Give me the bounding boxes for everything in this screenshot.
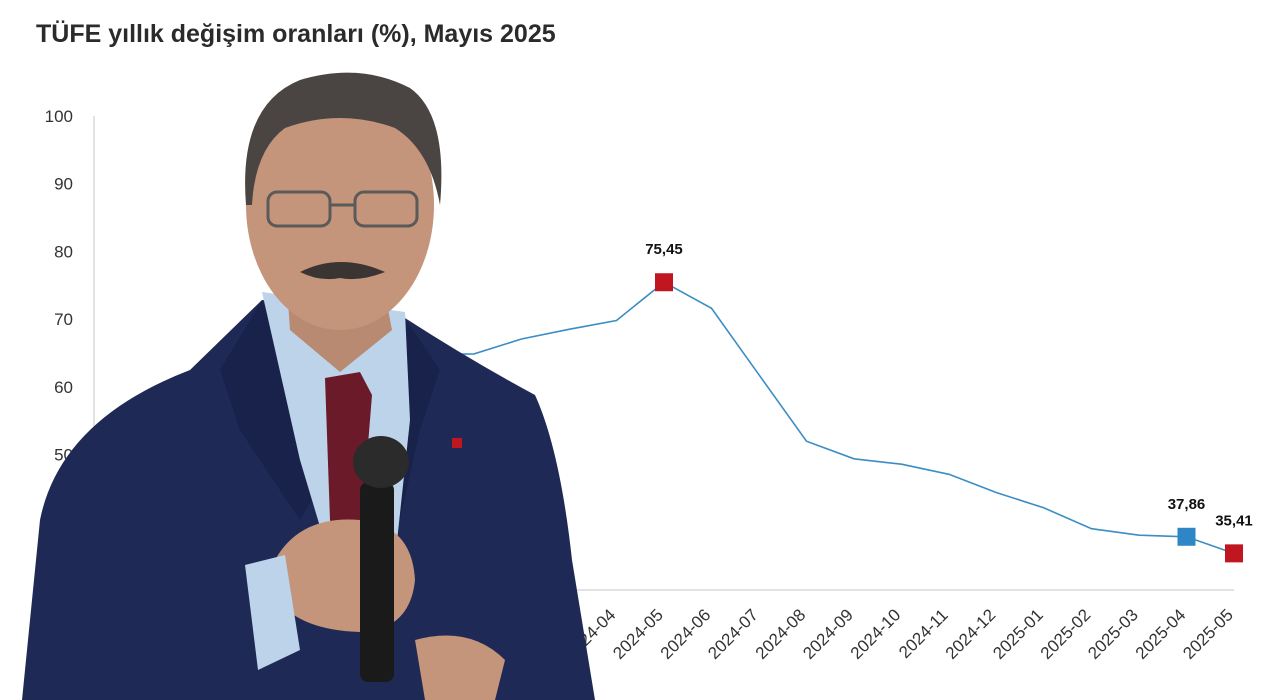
y-tick-label: 90 [54,175,73,194]
data-marker [1177,527,1196,546]
x-tick-label: 2024-12 [942,605,1000,663]
x-tick-label: 2024-09 [799,605,857,663]
x-axis-labels: 2024-042024-052024-062024-072024-082024-… [562,605,1237,663]
data-marker [655,273,673,292]
y-tick-label: 70 [54,310,73,329]
data-label: 35,41 [1215,512,1253,529]
speaker-photo-icon [22,72,595,700]
x-tick-label: 2025-04 [1132,605,1190,663]
x-tick-label: 2025-01 [989,605,1047,663]
x-tick-label: 2024-07 [704,605,762,663]
x-tick-label: 2024-08 [752,605,810,663]
x-tick-label: 2024-10 [847,605,905,663]
y-tick-label: 60 [54,378,73,397]
x-tick-label: 2024-11 [895,605,952,662]
x-tick-label: 2025-05 [1179,605,1237,663]
data-markers [655,273,1243,563]
data-marker [1225,544,1243,563]
y-tick-label: 100 [45,107,73,126]
x-tick-label: 2025-02 [1037,605,1095,663]
x-tick-label: 2024-05 [609,605,667,663]
x-tick-label: 2024-06 [657,605,715,663]
data-label: 37,86 [1168,496,1206,513]
y-tick-label: 80 [54,242,73,261]
chart-title: TÜFE yıllık değişim oranları (%), Mayıs … [36,20,556,48]
x-tick-label: 2025-03 [1084,605,1142,663]
data-label: 75,45 [645,241,683,258]
